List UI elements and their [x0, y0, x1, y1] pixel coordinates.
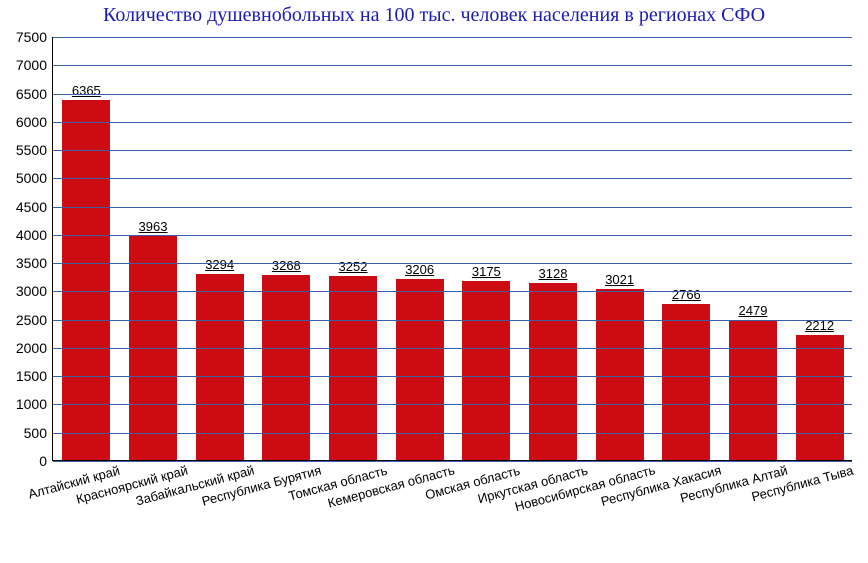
- gridline: [53, 178, 852, 179]
- bars-layer: 6365 3963 3294 3268 3252 3206 3175 3128 3021 2766…: [53, 37, 852, 460]
- gridline: [53, 320, 852, 321]
- ytick-label: 1000: [16, 396, 53, 412]
- ytick-label: 4500: [16, 199, 53, 215]
- bar-value-label: 2479: [739, 303, 768, 320]
- gridline: [53, 94, 852, 95]
- bar: 3021: [596, 289, 644, 460]
- plot-area: 6365 3963 3294 3268 3252 3206 3175 3128 3021 2766…: [52, 37, 852, 461]
- ytick-label: 7000: [16, 57, 53, 73]
- gridline: [53, 207, 852, 208]
- gridline: [53, 376, 852, 377]
- ytick-label: 3500: [16, 255, 53, 271]
- gridline: [53, 291, 852, 292]
- gridline: [53, 348, 852, 349]
- bar: 2212: [796, 335, 844, 460]
- gridline: [53, 235, 852, 236]
- gridline: [53, 461, 852, 462]
- bar: 6365: [62, 100, 110, 460]
- bar-value-label: 3128: [539, 266, 568, 283]
- x-axis-labels: Алтайский крайКрасноярский крайЗабайкаль…: [53, 460, 852, 563]
- chart-title: Количество душевнобольных на 100 тыс. че…: [0, 0, 868, 27]
- gridline: [53, 65, 852, 66]
- ytick-label: 5500: [16, 142, 53, 158]
- ytick-label: 2000: [16, 340, 53, 356]
- bar: 2479: [729, 320, 777, 460]
- gridline: [53, 37, 852, 38]
- ytick-label: 1500: [16, 368, 53, 384]
- ytick-label: 2500: [16, 312, 53, 328]
- bar: 2766: [662, 304, 710, 460]
- gridline: [53, 263, 852, 264]
- ytick-label: 5000: [16, 170, 53, 186]
- bar-value-label: 3252: [339, 259, 368, 276]
- gridline: [53, 404, 852, 405]
- bar-value-label: 3294: [205, 257, 234, 274]
- ytick-label: 500: [24, 425, 53, 441]
- gridline: [53, 122, 852, 123]
- bar-value-label: 3021: [605, 272, 634, 289]
- bar-value-label: 6365: [72, 83, 101, 100]
- ytick-label: 4000: [16, 227, 53, 243]
- ytick-label: 6500: [16, 86, 53, 102]
- bar-value-label: 3175: [472, 264, 501, 281]
- chart-container: 6365 3963 3294 3268 3252 3206 3175 3128 3021 2766…: [0, 27, 868, 557]
- ytick-label: 0: [39, 453, 53, 469]
- ytick-label: 6000: [16, 114, 53, 130]
- bar-value-label: 2766: [672, 287, 701, 304]
- bar-value-label: 3268: [272, 258, 301, 275]
- bar-value-label: 3963: [139, 219, 168, 236]
- ytick-label: 7500: [16, 29, 53, 45]
- gridline: [53, 150, 852, 151]
- gridline: [53, 433, 852, 434]
- ytick-label: 3000: [16, 283, 53, 299]
- bar-value-label: 3206: [405, 262, 434, 279]
